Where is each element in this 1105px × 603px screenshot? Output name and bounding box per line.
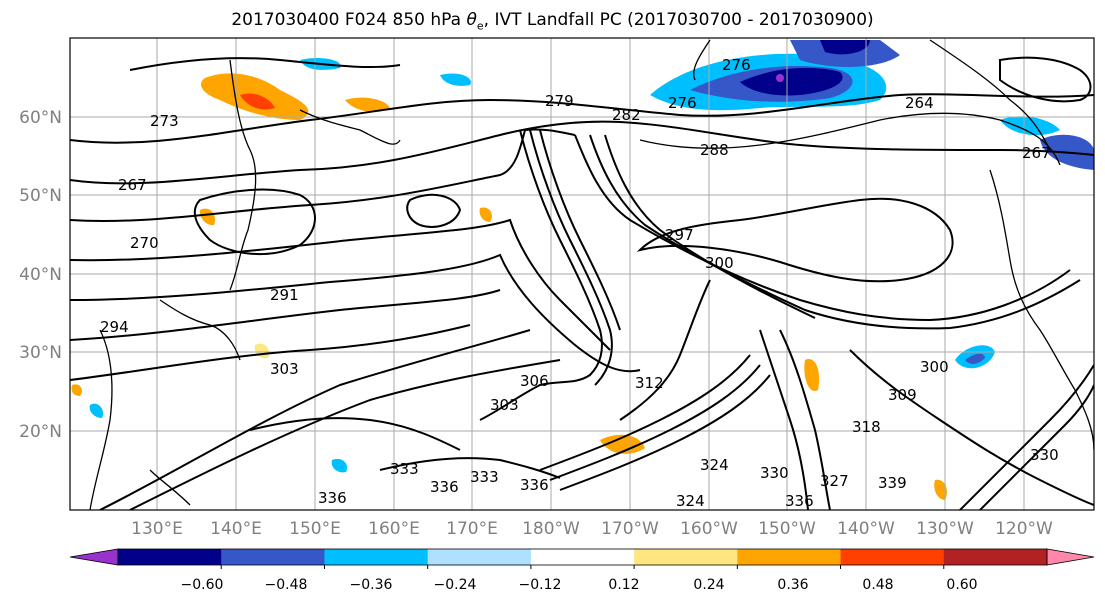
contour-label: 291 (270, 286, 299, 304)
contour-label: 300 (705, 254, 734, 272)
contour-label: 282 (612, 106, 641, 124)
lat-label-50n: 50°N (19, 186, 62, 206)
lon-label: 170°E (446, 519, 498, 539)
contour-label: 330 (1030, 446, 1059, 464)
colorbar-tick-label: −0.12 (519, 577, 562, 593)
colorbar-extend-high (1046, 548, 1095, 566)
colorbar-segment (634, 549, 738, 565)
colorbar (69, 548, 1095, 569)
colorbar-tick-label: 0.24 (693, 577, 724, 593)
contour-label: 294 (100, 318, 129, 336)
theta-e-contours (70, 56, 1094, 510)
lon-label: 160°E (368, 519, 420, 539)
contour-label: 279 (545, 92, 574, 110)
lon-label: 120°W (995, 519, 1053, 539)
contour-label: 303 (490, 396, 519, 414)
colorbar-segment (737, 549, 842, 565)
colorbar-segment (840, 549, 945, 565)
colorbar-segment (324, 549, 429, 565)
contour-label: 324 (676, 492, 705, 510)
contour-labels: 273 279 282 276 276 264 267 267 270 291 … (100, 56, 1059, 510)
colorbar-frame (117, 548, 1048, 566)
contour-label: 336 (785, 492, 814, 510)
contour-label: 324 (700, 456, 729, 474)
contour-label: 273 (150, 112, 179, 130)
contour-label: 336 (318, 489, 347, 507)
contour-label: 309 (888, 386, 917, 404)
colorbar-tick-label: 0.60 (946, 577, 977, 593)
lat-label-40n: 40°N (19, 265, 62, 285)
colorbar-tick-label: 0.12 (608, 577, 639, 593)
figure-title: 2017030400 F024 850 hPa θe, IVT Landfall… (231, 10, 874, 33)
shaded-regions (71, 40, 1094, 500)
contour-label: 318 (852, 418, 881, 436)
contour-label: 264 (905, 94, 934, 112)
longitude-labels: 130°E 140°E 150°E 160°E 170°E 180°W 170°… (131, 519, 1053, 539)
lon-label: 140°E (210, 519, 262, 539)
colorbar-tick-label: −0.24 (434, 577, 477, 593)
colorbar-tick-label: −0.48 (265, 577, 308, 593)
contour-label: 333 (390, 460, 419, 478)
contour-label: 330 (760, 464, 789, 482)
lat-label-60n: 60°N (19, 108, 62, 128)
colorbar-tick-labels: −0.60 −0.48 −0.36 −0.24 −0.12 0.12 0.24 … (181, 577, 978, 593)
colorbar-extend-low (69, 548, 119, 566)
lon-label: 140°W (837, 519, 895, 539)
lat-label-20n: 20°N (19, 422, 62, 442)
contour-label: 267 (118, 176, 147, 194)
lon-label: 160°W (680, 519, 738, 539)
contour-label: 288 (700, 141, 729, 159)
contour-label: 336 (520, 476, 549, 494)
contour-label: 267 (1022, 144, 1051, 162)
colorbar-segment (427, 549, 532, 565)
colorbar-segment (221, 549, 325, 565)
coastlines (89, 39, 1094, 510)
contour-label: 276 (668, 94, 697, 112)
lon-label: 130°E (131, 519, 183, 539)
lat-label-30n: 30°N (19, 343, 62, 363)
contour-label: 303 (270, 360, 299, 378)
colorbar-tick-label: 0.36 (777, 577, 808, 593)
contour-label: 333 (470, 468, 499, 486)
contour-label: 327 (820, 472, 849, 490)
contour-label: 276 (722, 56, 751, 74)
map-frame (69, 37, 1095, 511)
lon-label: 150°E (289, 519, 341, 539)
colorbar-tick-label: −0.36 (350, 577, 393, 593)
contour-label: 312 (635, 374, 664, 392)
contour-label: 339 (878, 474, 907, 492)
colorbar-segment (530, 549, 635, 565)
contour-label: 306 (520, 372, 549, 390)
colorbar-segment (118, 549, 222, 565)
lon-label: 170°W (601, 519, 659, 539)
colorbar-segment (943, 549, 1048, 565)
colorbar-tick-label: 0.48 (862, 577, 893, 593)
colorbar-tick-label: −0.60 (181, 577, 224, 593)
contour-label: 300 (920, 358, 949, 376)
lon-label: 150°W (758, 519, 816, 539)
contour-label: 270 (130, 234, 159, 252)
lon-label: 130°W (916, 519, 974, 539)
contour-label: 297 (665, 226, 694, 244)
lon-label: 180°W (522, 519, 580, 539)
latitude-labels: 60°N 50°N 40°N 30°N 20°N (19, 108, 62, 442)
contour-label: 336 (430, 478, 459, 496)
